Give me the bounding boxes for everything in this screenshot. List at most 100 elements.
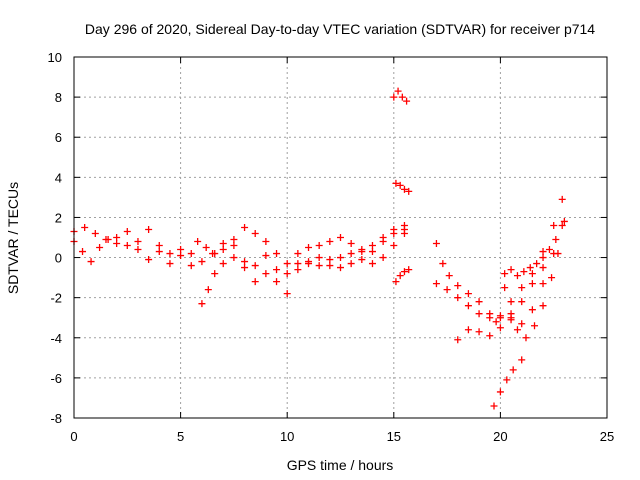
data-point xyxy=(526,264,534,272)
data-point xyxy=(209,250,217,258)
data-point xyxy=(550,221,558,229)
data-point xyxy=(464,326,472,334)
data-point xyxy=(432,240,440,248)
data-point xyxy=(194,238,202,246)
data-point xyxy=(134,246,142,254)
data-point xyxy=(396,272,404,280)
y-axis-label: SDTVAR / TECUs xyxy=(5,182,21,294)
data-point xyxy=(392,179,400,187)
series-track-m xyxy=(490,356,526,410)
data-point xyxy=(123,242,131,250)
data-point xyxy=(475,328,483,336)
data-point xyxy=(219,246,227,254)
data-point xyxy=(283,290,291,298)
data-point xyxy=(315,242,323,250)
data-point xyxy=(337,264,344,272)
series-track-i xyxy=(432,195,566,326)
data-point xyxy=(518,320,526,328)
data-point xyxy=(177,252,185,260)
series-track-c xyxy=(194,221,408,268)
data-point xyxy=(560,217,568,225)
data-point xyxy=(368,260,376,268)
data-point xyxy=(475,310,483,318)
data-point xyxy=(273,278,281,286)
data-point xyxy=(379,238,387,246)
data-point xyxy=(528,280,536,288)
data-point xyxy=(539,248,547,256)
data-point xyxy=(177,246,185,254)
data-point xyxy=(486,314,494,322)
y-tick-label: 4 xyxy=(55,170,62,185)
data-point xyxy=(315,262,323,270)
y-tick-label: 8 xyxy=(55,90,62,105)
data-point xyxy=(305,244,313,252)
data-point xyxy=(104,236,112,244)
chart-title: Day 296 of 2020, Sidereal Day-to-day VTE… xyxy=(85,21,595,37)
data-point xyxy=(134,238,142,246)
data-point xyxy=(113,240,121,248)
data-point xyxy=(79,248,87,256)
data-point xyxy=(496,312,504,320)
x-tick-label: 10 xyxy=(280,429,294,444)
data-point xyxy=(518,356,526,364)
data-point xyxy=(145,256,153,264)
series-track-g xyxy=(390,87,411,105)
x-tick-label: 15 xyxy=(387,429,401,444)
y-tick-label: 0 xyxy=(55,251,62,266)
data-point xyxy=(531,322,539,330)
data-point xyxy=(539,302,547,310)
data-point xyxy=(390,229,398,237)
data-point xyxy=(204,286,212,294)
data-point xyxy=(326,256,334,264)
data-point xyxy=(528,306,536,314)
data-point xyxy=(155,242,163,250)
data-point xyxy=(518,284,526,292)
data-point xyxy=(347,250,355,258)
data-point xyxy=(219,240,227,248)
data-point xyxy=(91,229,99,237)
data-point xyxy=(273,266,281,274)
y-tick-label: -2 xyxy=(50,291,62,306)
data-point xyxy=(166,260,174,268)
data-point xyxy=(230,254,238,262)
data-point xyxy=(454,336,462,344)
data-point xyxy=(396,181,404,189)
data-point xyxy=(405,266,413,274)
data-point xyxy=(513,272,521,280)
y-tick-label: -4 xyxy=(50,331,62,346)
data-point xyxy=(400,185,408,193)
data-point xyxy=(475,298,483,306)
y-tick-label: 6 xyxy=(55,130,62,145)
data-point xyxy=(558,221,566,229)
axis-ticks: 0 5 10 15 20 25 -8 -6 -4 -2 0 2 4 6 8 10 xyxy=(48,50,615,444)
data-point xyxy=(230,242,238,250)
data-point xyxy=(445,272,453,280)
data-point xyxy=(230,236,238,244)
y-tick-label: 10 xyxy=(48,50,62,65)
series-track-h xyxy=(392,179,413,195)
data-point xyxy=(166,250,174,258)
data-point xyxy=(187,250,195,258)
data-point xyxy=(241,258,249,266)
x-tick-label: 25 xyxy=(600,429,614,444)
data-point xyxy=(294,260,302,268)
data-point xyxy=(486,332,494,340)
data-point xyxy=(539,280,547,288)
series-track-e xyxy=(198,229,408,308)
data-point xyxy=(496,324,504,332)
data-point xyxy=(96,244,104,252)
data-point xyxy=(492,318,500,326)
data-point xyxy=(294,266,302,274)
data-point xyxy=(464,290,472,298)
data-point xyxy=(113,234,121,241)
data-point xyxy=(87,258,95,266)
data-point xyxy=(490,402,498,410)
data-point xyxy=(558,195,566,203)
plot-frame xyxy=(73,56,608,419)
data-point xyxy=(251,262,259,270)
data-point xyxy=(503,376,511,384)
data-point xyxy=(337,254,344,262)
series-track-l xyxy=(501,250,562,342)
data-point xyxy=(522,334,530,342)
